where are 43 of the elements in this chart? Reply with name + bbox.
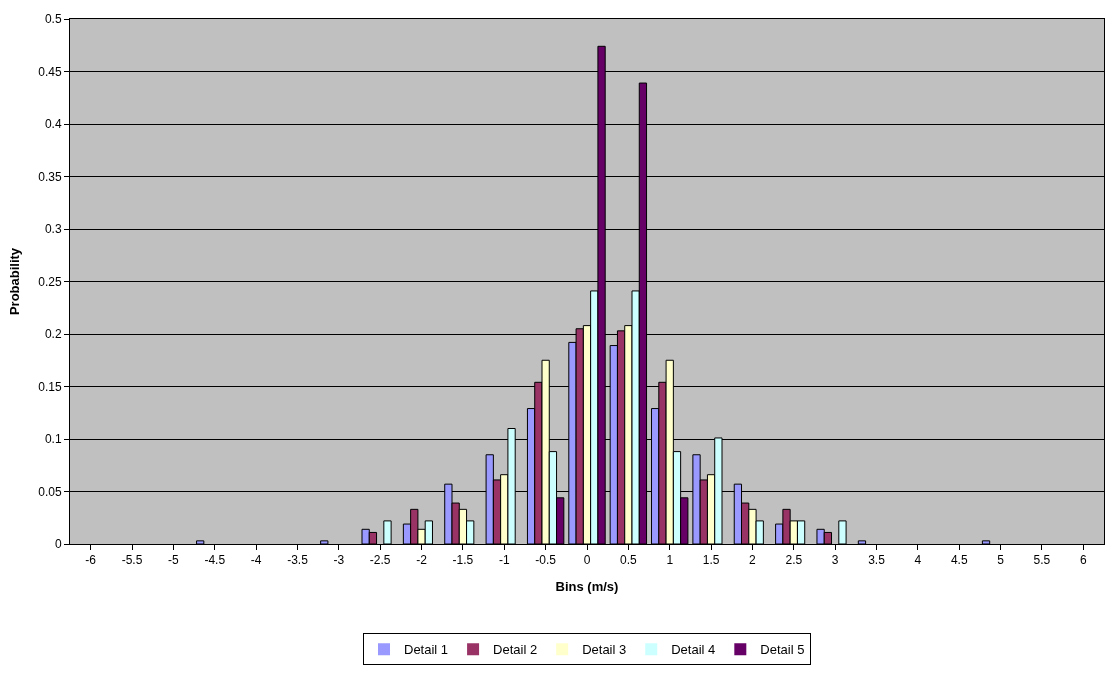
x-tick-label: -1.5 [452, 553, 474, 568]
y-tick-label: 0.25 [38, 274, 62, 289]
x-tick-label: 1 [666, 553, 674, 568]
x-tick-label: 0 [583, 553, 591, 568]
y-tick-label: 0.05 [38, 484, 62, 499]
y-tick-label: 0.5 [44, 12, 62, 27]
x-tick-label: -4.5 [204, 553, 226, 568]
legend-label: Detail 5 [760, 642, 805, 658]
y-tick-label: 0.35 [38, 169, 62, 184]
x-tick-label: -5 [168, 553, 180, 568]
x-tick-label: -6 [85, 553, 97, 568]
y-tick-label: 0.45 [38, 64, 62, 79]
y-tick-label: 0 [54, 537, 62, 552]
x-tick-label: -2.5 [369, 553, 391, 568]
x-tick-label: 3 [831, 553, 839, 568]
x-tick-label: 0.5 [620, 553, 638, 568]
x-tick-label: -0.5 [535, 553, 557, 568]
x-tick-label: 1.5 [702, 553, 720, 568]
x-tick-label: -4 [250, 553, 262, 568]
x-axis-title: Bins (m/s) [555, 579, 619, 594]
x-tick-label: 2 [749, 553, 757, 568]
y-tick-label: 0.3 [44, 222, 62, 237]
y-tick-label: 0.1 [44, 432, 62, 447]
x-tick-label: -3 [333, 553, 345, 568]
x-tick-label: 4.5 [950, 553, 968, 568]
x-tick-label: 5 [997, 553, 1005, 568]
x-tick-label: -2 [416, 553, 428, 568]
x-tick-label: -5.5 [121, 553, 143, 568]
x-tick-label: -1 [498, 553, 510, 568]
y-tick-label: 0.2 [44, 327, 62, 342]
x-tick-label: 5.5 [1033, 553, 1051, 568]
legend-label: Detail 2 [493, 642, 538, 658]
y-tick-label: 0.4 [44, 117, 62, 132]
y-tick-label: 0.15 [38, 379, 62, 394]
x-tick-label: 3.5 [868, 553, 886, 568]
x-tick-label: 4 [914, 553, 922, 568]
legend-label: Detail 1 [404, 642, 449, 658]
x-tick-label: -3.5 [287, 553, 309, 568]
x-tick-label: 6 [1079, 553, 1087, 568]
x-tick-label: 2.5 [785, 553, 803, 568]
legend-label: Detail 3 [582, 642, 627, 658]
legend-label: Detail 4 [671, 642, 716, 658]
y-axis-title: Probability [7, 247, 23, 316]
